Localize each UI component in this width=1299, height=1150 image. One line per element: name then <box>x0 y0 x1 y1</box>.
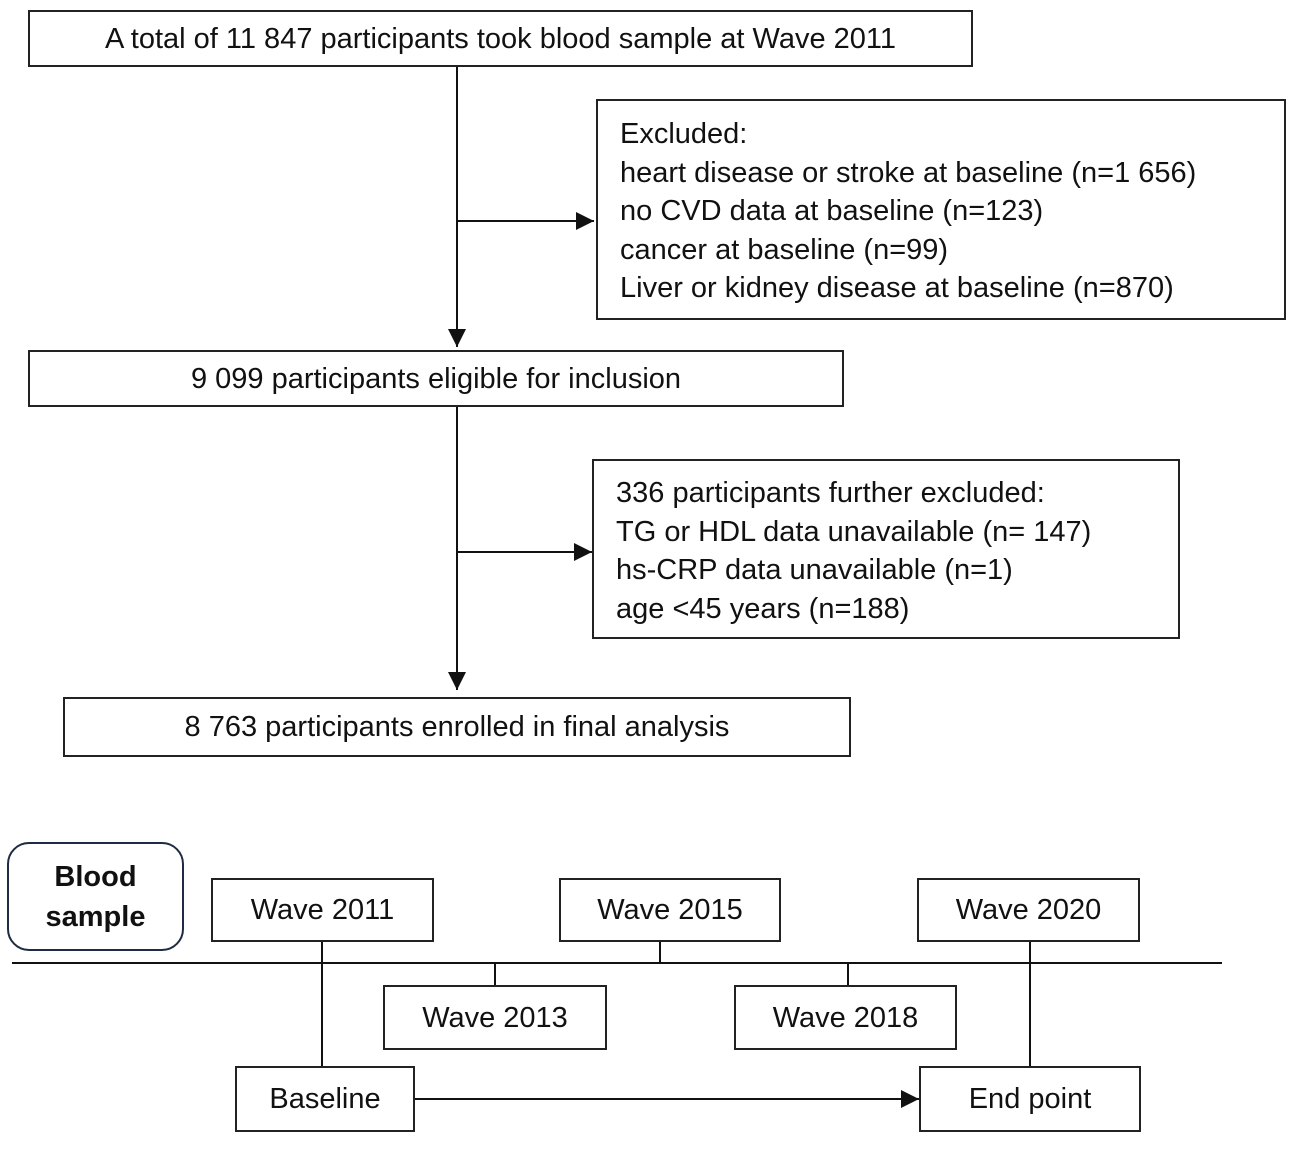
exclusion2-heading: 336 participants further excluded: <box>616 477 1045 509</box>
wave-2011-label: Wave 2011 <box>250 894 395 926</box>
wave-2018-label: Wave 2018 <box>772 1001 919 1034</box>
exclusion2-item: hs-CRP data unavailable (n=1) <box>616 554 1013 586</box>
exclusion1-item: cancer at baseline (n=99) <box>620 233 949 266</box>
wave-2011-box: Wave 2011 <box>211 878 434 942</box>
wave-2015-label: Wave 2015 <box>597 894 743 926</box>
start-text: A total of 11 847 participants took bloo… <box>104 22 896 55</box>
start-box: A total of 11 847 participants took bloo… <box>28 10 973 67</box>
wave-2020-box: Wave 2020 <box>917 878 1140 942</box>
exclusion1-box: Excluded: heart disease or stroke at bas… <box>596 99 1286 320</box>
wave-2013-label: Wave 2013 <box>422 1001 568 1034</box>
wave-2013-box: Wave 2013 <box>383 985 607 1050</box>
endpoint-label: End point <box>968 1083 1092 1115</box>
wave-2015-box: Wave 2015 <box>559 878 781 942</box>
exclusion1-item: no CVD data at baseline (n=123) <box>620 195 1044 227</box>
exclusion1-item: heart disease or stroke at baseline (n=1… <box>620 156 1197 189</box>
blood-sample-line2: sample <box>45 900 146 933</box>
eligible-box: 9 099 participants eligible for inclusio… <box>28 350 844 407</box>
final-text: 8 763 participants enrolled in final ana… <box>184 711 730 743</box>
baseline-label: Baseline <box>269 1083 381 1115</box>
endpoint-box: End point <box>919 1066 1141 1132</box>
wave-2020-label: Wave 2020 <box>955 894 1102 926</box>
wave-2018-box: Wave 2018 <box>734 985 957 1050</box>
blood-sample-label: Blood sample <box>7 842 184 951</box>
blood-sample-line1: Blood <box>54 860 137 893</box>
exclusion2-item: age <45 years (n=188) <box>616 592 910 625</box>
baseline-box: Baseline <box>235 1066 415 1132</box>
exclusion2-item: TG or HDL data unavailable (n= 147) <box>616 515 1092 548</box>
final-box: 8 763 participants enrolled in final ana… <box>63 697 851 757</box>
exclusion2-box: 336 participants further excluded: TG or… <box>592 459 1180 639</box>
exclusion1-item: Liver or kidney disease at baseline (n=8… <box>620 272 1174 304</box>
eligible-text: 9 099 participants eligible for inclusio… <box>190 362 682 395</box>
exclusion1-heading: Excluded: <box>620 118 748 150</box>
